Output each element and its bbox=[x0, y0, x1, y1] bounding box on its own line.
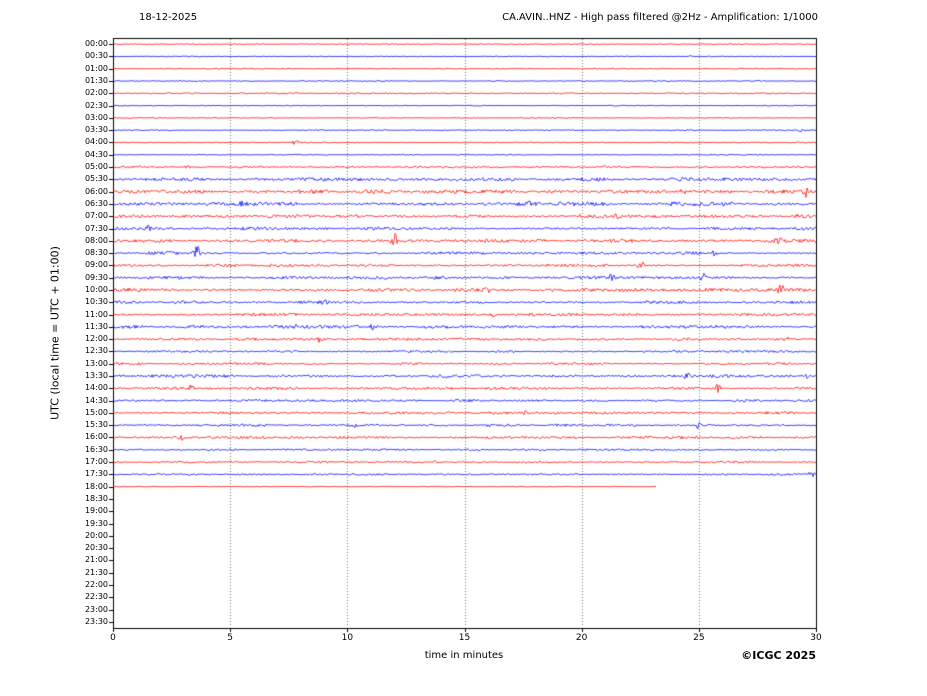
header-date: 18-12-2025 bbox=[139, 12, 198, 23]
y-axis-label: 08:30 bbox=[84, 248, 108, 258]
y-axis-label: 23:30 bbox=[84, 616, 108, 626]
y-axis-label: 11:30 bbox=[84, 321, 108, 331]
y-axis-label: 03:00 bbox=[84, 112, 108, 122]
y-axis-label: 06:00 bbox=[84, 186, 108, 196]
y-axis-label: 02:00 bbox=[84, 88, 108, 98]
y-axis-label: 09:00 bbox=[84, 260, 108, 270]
y-axis-label: 02:30 bbox=[84, 100, 108, 110]
y-axis-label: 20:00 bbox=[84, 530, 108, 540]
header-title: CA.AVIN..HNZ - High pass filtered @2Hz -… bbox=[502, 12, 818, 23]
x-axis-tick-label: 15 bbox=[458, 633, 471, 643]
y-axis-label: 10:30 bbox=[84, 297, 108, 307]
y-axis-label: 13:30 bbox=[84, 371, 108, 381]
y-axis-label: 12:30 bbox=[84, 346, 108, 356]
y-axis-label: 20:30 bbox=[84, 543, 108, 553]
y-axis-label: 17:00 bbox=[84, 457, 108, 467]
y-axis-label: 01:30 bbox=[84, 76, 108, 86]
x-axis-tick-label: 20 bbox=[575, 633, 588, 643]
y-axis-label: 07:30 bbox=[84, 223, 108, 233]
y-axis-label: 09:30 bbox=[84, 272, 108, 282]
y-axis-title: UTC (local time = UTC + 01:00) bbox=[48, 246, 62, 420]
x-axis-tick-label: 30 bbox=[810, 633, 822, 643]
x-axis-tick-label: 25 bbox=[693, 633, 705, 643]
y-axis-label: 10:00 bbox=[84, 284, 108, 294]
y-axis-label: 14:00 bbox=[84, 383, 108, 393]
y-axis-label: 00:30 bbox=[84, 51, 108, 61]
y-axis-label: 11:00 bbox=[84, 309, 108, 319]
y-axis-label: 08:00 bbox=[84, 235, 108, 245]
y-axis-label: 15:30 bbox=[84, 420, 108, 430]
y-axis-label: 00:00 bbox=[84, 39, 108, 49]
y-axis-label: 04:00 bbox=[84, 137, 108, 147]
y-axis-label: 19:30 bbox=[84, 518, 108, 528]
y-axis-label: 14:30 bbox=[84, 395, 108, 405]
y-axis-label: 21:30 bbox=[84, 567, 108, 577]
y-axis-label: 16:00 bbox=[84, 432, 108, 442]
y-axis-label: 06:30 bbox=[84, 198, 108, 208]
copyright-label: ©ICGC 2025 bbox=[741, 649, 816, 662]
y-axis-label: 04:30 bbox=[84, 149, 108, 159]
y-axis-label: 07:00 bbox=[84, 211, 108, 221]
x-axis-tick-label: 10 bbox=[341, 633, 354, 643]
y-axis-label: 13:00 bbox=[84, 358, 108, 368]
x-axis-tick-label: 0 bbox=[110, 633, 116, 643]
y-axis-label: 15:00 bbox=[84, 407, 108, 417]
y-axis-label: 17:30 bbox=[84, 469, 108, 479]
y-axis-label: 03:30 bbox=[84, 125, 108, 135]
y-axis-label: 22:00 bbox=[84, 579, 108, 589]
y-axis-label: 05:30 bbox=[84, 174, 108, 184]
y-axis-label: 01:00 bbox=[84, 63, 108, 73]
y-axis-label: 21:00 bbox=[84, 555, 108, 565]
x-axis-tick-label: 5 bbox=[227, 633, 234, 643]
y-axis-label: 23:00 bbox=[84, 604, 108, 614]
y-axis-label: 18:30 bbox=[84, 493, 108, 503]
y-axis-label: 16:30 bbox=[84, 444, 108, 454]
x-axis-title: time in minutes bbox=[424, 650, 504, 661]
y-axis-label: 18:00 bbox=[84, 481, 108, 491]
y-axis-label: 22:30 bbox=[84, 592, 108, 602]
y-axis-label: 12:00 bbox=[84, 334, 108, 344]
y-axis-label: 05:00 bbox=[84, 162, 108, 172]
y-axis-label: 19:00 bbox=[84, 506, 108, 516]
